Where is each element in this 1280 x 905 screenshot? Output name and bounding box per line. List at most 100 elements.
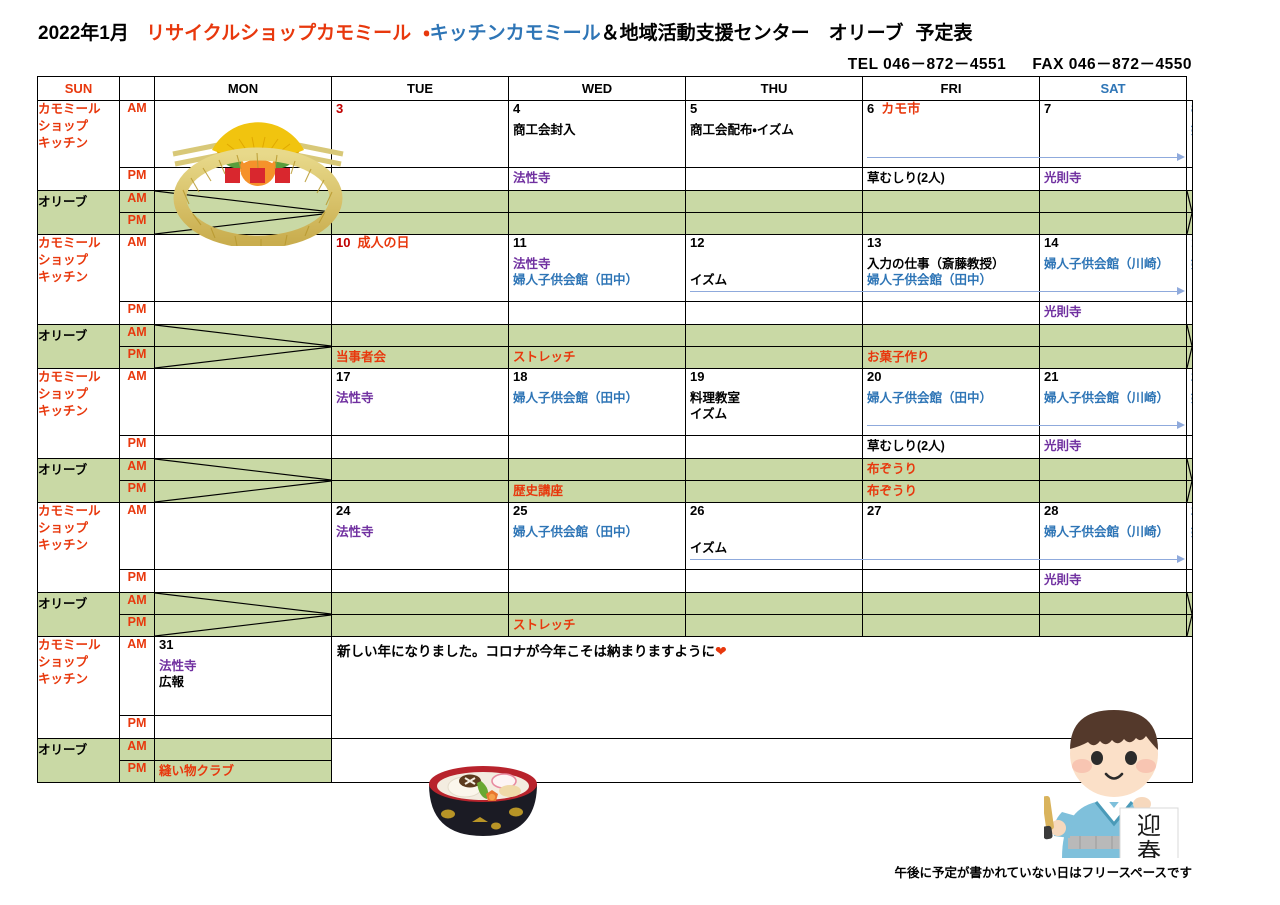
day-cell-pm[interactable] [1186, 301, 1193, 325]
day-cell-pm[interactable] [508, 301, 686, 325]
olive-cell-am[interactable] [1039, 190, 1187, 213]
day-cell-am[interactable] [154, 100, 332, 168]
day-cell-pm[interactable] [1186, 435, 1193, 459]
day-cell-pm[interactable] [331, 569, 509, 593]
day-cell-pm[interactable] [1186, 569, 1193, 593]
olive-cell-am[interactable] [331, 190, 509, 213]
olive-cell-am[interactable] [508, 324, 686, 347]
day-cell-am[interactable] [154, 234, 332, 302]
day-cell-am[interactable]: 10 成人の日 [331, 234, 509, 302]
day-cell-pm[interactable] [154, 301, 332, 325]
olive-cell-am[interactable] [1186, 190, 1193, 213]
olive-cell-am[interactable] [331, 592, 509, 615]
olive-cell-pm[interactable] [1039, 212, 1187, 235]
day-cell-am[interactable]: 31 法性寺 広報 [154, 636, 332, 716]
olive-cell-am[interactable]: 布ぞうり [862, 458, 1040, 481]
day-cell-am[interactable] [154, 368, 332, 436]
olive-cell-pm[interactable] [331, 212, 509, 235]
olive-cell-pm[interactable] [862, 614, 1040, 637]
day-cell-am[interactable]: 24 法性寺 [331, 502, 509, 570]
day-cell-pm[interactable]: 草むしり(2人) [862, 435, 1040, 459]
olive-cell-am[interactable] [862, 592, 1040, 615]
day-cell-am[interactable]: 27 [862, 502, 1040, 570]
day-cell-pm[interactable]: 法性寺 [508, 167, 686, 191]
day-cell-pm[interactable] [685, 301, 863, 325]
day-cell-am[interactable]: 5 商工会配布・イズム [685, 100, 863, 168]
olive-cell-pm[interactable] [1186, 480, 1193, 503]
olive-cell-pm[interactable] [1186, 212, 1193, 235]
day-cell-pm[interactable] [154, 435, 332, 459]
olive-cell-am[interactable] [1186, 458, 1193, 481]
olive-cell-am[interactable] [154, 458, 332, 481]
day-cell-pm[interactable] [154, 167, 332, 191]
olive-cell-pm[interactable]: ストレッチ [508, 614, 686, 637]
day-cell-pm[interactable] [1186, 167, 1193, 191]
olive-cell-am[interactable] [331, 324, 509, 347]
olive-cell-pm[interactable] [685, 212, 863, 235]
day-cell-pm[interactable]: 草むしり(2人) [862, 167, 1040, 191]
olive-cell-pm[interactable]: お菓子作り [862, 346, 1040, 369]
olive-cell-pm[interactable] [685, 614, 863, 637]
olive-cell-pm[interactable]: 当事者会 [331, 346, 509, 369]
olive-cell-pm[interactable] [862, 212, 1040, 235]
day-cell-am[interactable]: 25 婦人子供会館（田中） [508, 502, 686, 570]
olive-cell-pm[interactable] [1186, 614, 1193, 637]
day-cell-pm[interactable] [331, 435, 509, 459]
day-cell-pm[interactable] [508, 435, 686, 459]
olive-cell-pm[interactable] [154, 346, 332, 369]
olive-cell-am[interactable] [508, 190, 686, 213]
day-cell-pm[interactable] [154, 569, 332, 593]
olive-cell-pm[interactable] [1039, 480, 1187, 503]
olive-cell-pm[interactable]: 歴史講座 [508, 480, 686, 503]
olive-cell-pm[interactable] [154, 212, 332, 235]
day-cell-pm[interactable] [862, 301, 1040, 325]
day-cell-am[interactable]: 14 婦人子供会館（川崎） [1039, 234, 1187, 302]
day-cell-am[interactable]: 22 婦人子供会館（川崎） [1186, 368, 1193, 436]
olive-cell-pm[interactable] [331, 480, 509, 503]
olive-cell-am[interactable] [331, 458, 509, 481]
day-cell-pm[interactable] [508, 569, 686, 593]
day-cell-am[interactable]: 15 婦人子供会館（川崎） [1186, 234, 1193, 302]
olive-cell-pm[interactable] [154, 480, 332, 503]
day-cell-pm[interactable] [154, 715, 332, 739]
olive-cell-pm[interactable] [154, 614, 332, 637]
day-cell-pm[interactable]: 光則寺 [1039, 569, 1187, 593]
olive-cell-am[interactable] [685, 190, 863, 213]
olive-cell-am[interactable] [1039, 592, 1187, 615]
olive-cell-am[interactable] [154, 324, 332, 347]
day-cell-am[interactable]: 29 婦人子供会館（川崎） [1186, 502, 1193, 570]
olive-cell-pm[interactable] [1039, 346, 1187, 369]
olive-cell-am[interactable] [154, 592, 332, 615]
olive-cell-am[interactable] [685, 592, 863, 615]
olive-cell-am[interactable] [154, 738, 332, 761]
olive-cell-am[interactable] [508, 458, 686, 481]
day-cell-pm[interactable]: 光則寺 [1039, 167, 1187, 191]
day-cell-pm[interactable] [685, 167, 863, 191]
olive-cell-pm[interactable] [331, 614, 509, 637]
day-cell-am[interactable]: 4 商工会封入 [508, 100, 686, 168]
olive-cell-am[interactable] [685, 324, 863, 347]
olive-cell-pm[interactable] [508, 212, 686, 235]
day-cell-am[interactable] [154, 502, 332, 570]
day-cell-pm[interactable] [685, 435, 863, 459]
day-cell-pm[interactable] [862, 569, 1040, 593]
olive-cell-pm[interactable] [685, 346, 863, 369]
olive-cell-am[interactable] [685, 458, 863, 481]
day-cell-pm[interactable] [685, 569, 863, 593]
day-cell-am[interactable]: 18 婦人子供会館（田中） [508, 368, 686, 436]
olive-cell-am[interactable] [1186, 324, 1193, 347]
day-cell-pm[interactable]: 光則寺 [1039, 435, 1187, 459]
day-cell-am[interactable]: 11 法性寺 婦人子供会館（田中） [508, 234, 686, 302]
olive-cell-pm[interactable] [1186, 346, 1193, 369]
day-cell-am[interactable]: 8 婦人子供会館（川崎） [1186, 100, 1193, 168]
olive-cell-pm[interactable]: 布ぞうり [862, 480, 1040, 503]
olive-cell-am[interactable] [862, 190, 1040, 213]
olive-cell-pm[interactable] [685, 480, 863, 503]
olive-cell-am[interactable] [862, 324, 1040, 347]
olive-cell-am[interactable] [1039, 458, 1187, 481]
day-cell-am[interactable]: 17 法性寺 [331, 368, 509, 436]
day-cell-am[interactable]: 19 料理教室 イズム [685, 368, 863, 436]
olive-cell-pm[interactable]: 縫い物クラブ [154, 760, 332, 783]
day-cell-pm[interactable] [331, 167, 509, 191]
olive-cell-am[interactable] [1039, 324, 1187, 347]
